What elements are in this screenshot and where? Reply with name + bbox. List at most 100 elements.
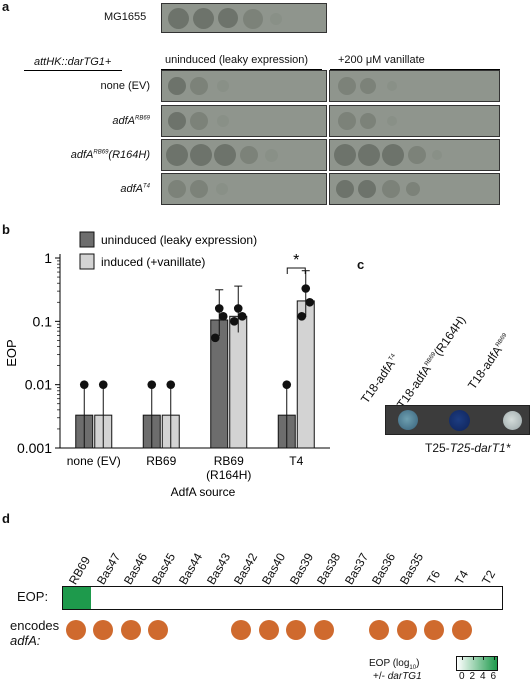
data-point (305, 297, 315, 307)
plaque-spot (338, 112, 356, 130)
scale-tick (472, 656, 474, 660)
plaque-spot (270, 13, 282, 25)
phage-label: Bas43 (203, 550, 233, 587)
plate-induced-t4 (329, 173, 500, 205)
plaque-spot (382, 144, 404, 166)
plaque-spot (190, 144, 212, 166)
panel-d-letter: d (2, 511, 10, 526)
plate-uninduced-rb69-r164h (161, 139, 327, 171)
plate-induced-rb69-r164h (329, 139, 500, 171)
row-label-adfa-t4: adfAT4 (120, 183, 150, 195)
y-tick-label: 0.001 (17, 440, 52, 456)
data-point (233, 304, 243, 313)
panel-c-letter: c (357, 257, 365, 272)
data-point (166, 380, 176, 389)
mg1655-label: MG1655 (104, 11, 147, 23)
bar (229, 315, 248, 449)
plaque-spot (168, 180, 186, 198)
bar (296, 300, 315, 449)
significance-bracket (286, 267, 306, 274)
plaque-spot (360, 78, 376, 94)
plaque-spot (217, 80, 229, 92)
phage-label: Bas47 (93, 550, 123, 587)
phage-label: T2 (479, 567, 499, 587)
scale-tick-label: 0 (459, 671, 465, 682)
legend-label: induced (+vanillate) (101, 255, 205, 269)
plate-uninduced-t4 (161, 173, 327, 205)
scale-tick-label: 2 (469, 671, 476, 682)
plaque-spot (336, 180, 354, 198)
y-axis-label: EOP (4, 339, 19, 366)
plaque-spot (265, 149, 278, 162)
encodes-adfa-dot (368, 620, 389, 640)
plaque-spot (432, 150, 442, 160)
x-axis-label: AdfA source (171, 485, 236, 499)
eop-row-label: EOP: (17, 589, 49, 604)
spot-adfa-rb69-r164h (449, 410, 470, 431)
y-tick-label: 0.01 (25, 377, 52, 393)
scale-tick-label: 6 (490, 671, 497, 682)
data-point (297, 312, 307, 321)
spot-adfa-rb69 (503, 411, 522, 430)
plaque-spot (168, 112, 186, 130)
x-tick-label: RB69 (214, 454, 244, 468)
plaque-spot (168, 77, 186, 95)
x-tick-label: none (EV) (67, 454, 121, 468)
eop-heat-row (62, 586, 503, 610)
scale-subtitle: +/- darTG1 (373, 671, 422, 682)
plate-uninduced-rb69 (161, 105, 327, 137)
plaque-spot (217, 115, 229, 127)
encodes-adfa-dot (65, 620, 86, 640)
legend-label: uninduced (leaky expression) (101, 233, 257, 247)
induced-header-line (330, 69, 500, 70)
plaque-spot (382, 180, 400, 198)
uninduced-header-line (161, 69, 322, 70)
plaque-spot (338, 77, 356, 95)
phage-label: RB69 (66, 553, 94, 587)
phage-label: Bas35 (396, 550, 426, 587)
data-point (79, 380, 89, 389)
scale-tick (493, 656, 495, 660)
phage-label: Bas45 (148, 550, 178, 587)
plaque-spot (358, 144, 380, 166)
row-label-none-ev: none (EV) (100, 80, 150, 92)
plaque-spot (193, 8, 214, 29)
plaque-spot (166, 144, 188, 166)
phage-label: Bas40 (258, 550, 289, 587)
x-tick-label: RB69 (146, 454, 176, 468)
encodes-adfa-dot (451, 620, 472, 640)
spot-adfa-t4 (398, 410, 418, 430)
phage-label: Bas36 (369, 550, 399, 587)
phage-label: Bas37 (341, 550, 371, 587)
induced-column-header: +200 μM vanillate (338, 54, 425, 66)
encodes-adfa-dot (396, 620, 417, 640)
scale-tick-label: 4 (480, 671, 486, 682)
construct-label: attHK::darTG1+ (34, 56, 112, 68)
plaque-spot (214, 144, 236, 166)
encodes-adfa-dot (424, 620, 445, 640)
plaque-spot (216, 183, 228, 195)
encodes-adfa-dot (258, 620, 279, 640)
legend-swatch (79, 231, 95, 248)
plaque-spot (408, 146, 426, 164)
data-point (218, 312, 228, 321)
legend-swatch (79, 253, 95, 270)
plaque-spot (190, 77, 208, 95)
phage-label: Bas38 (314, 550, 344, 587)
encodes-adfa-dot (148, 620, 169, 640)
panel-a-letter: a (2, 0, 10, 14)
plaque-spot (218, 8, 238, 28)
c-label-t18-adfa-rb69: T18-adfARB69 (465, 332, 509, 393)
plaque-spot (168, 8, 189, 29)
panel-b-letter: b (2, 222, 10, 237)
plate-induced-rb69 (329, 105, 500, 137)
t25-dart1-label: T25-T25-darT1* (425, 441, 511, 455)
encodes-adfa-dot (313, 620, 334, 640)
plaque-spot (190, 112, 208, 130)
data-point (282, 380, 292, 389)
phage-label: T4 (451, 567, 472, 587)
plaque-spot (240, 146, 258, 164)
mg1655-plate-strip (161, 3, 327, 33)
plate-induced-ev (329, 70, 500, 102)
phage-label: T6 (424, 567, 444, 587)
